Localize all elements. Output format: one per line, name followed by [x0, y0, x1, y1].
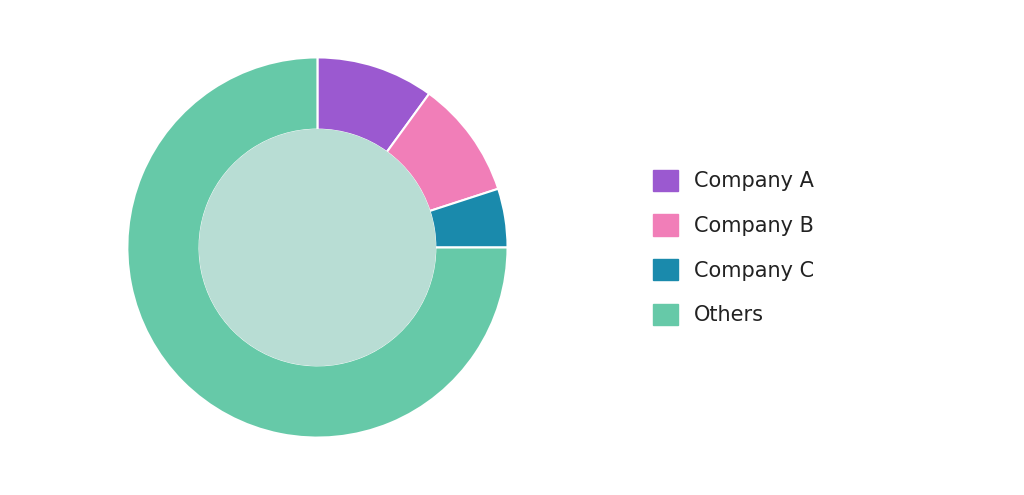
Legend: Company A, Company B, Company C, Others: Company A, Company B, Company C, Others [644, 161, 822, 334]
Wedge shape [127, 57, 508, 438]
Wedge shape [429, 189, 508, 248]
Circle shape [200, 130, 435, 365]
Wedge shape [317, 57, 429, 152]
Wedge shape [387, 94, 499, 211]
